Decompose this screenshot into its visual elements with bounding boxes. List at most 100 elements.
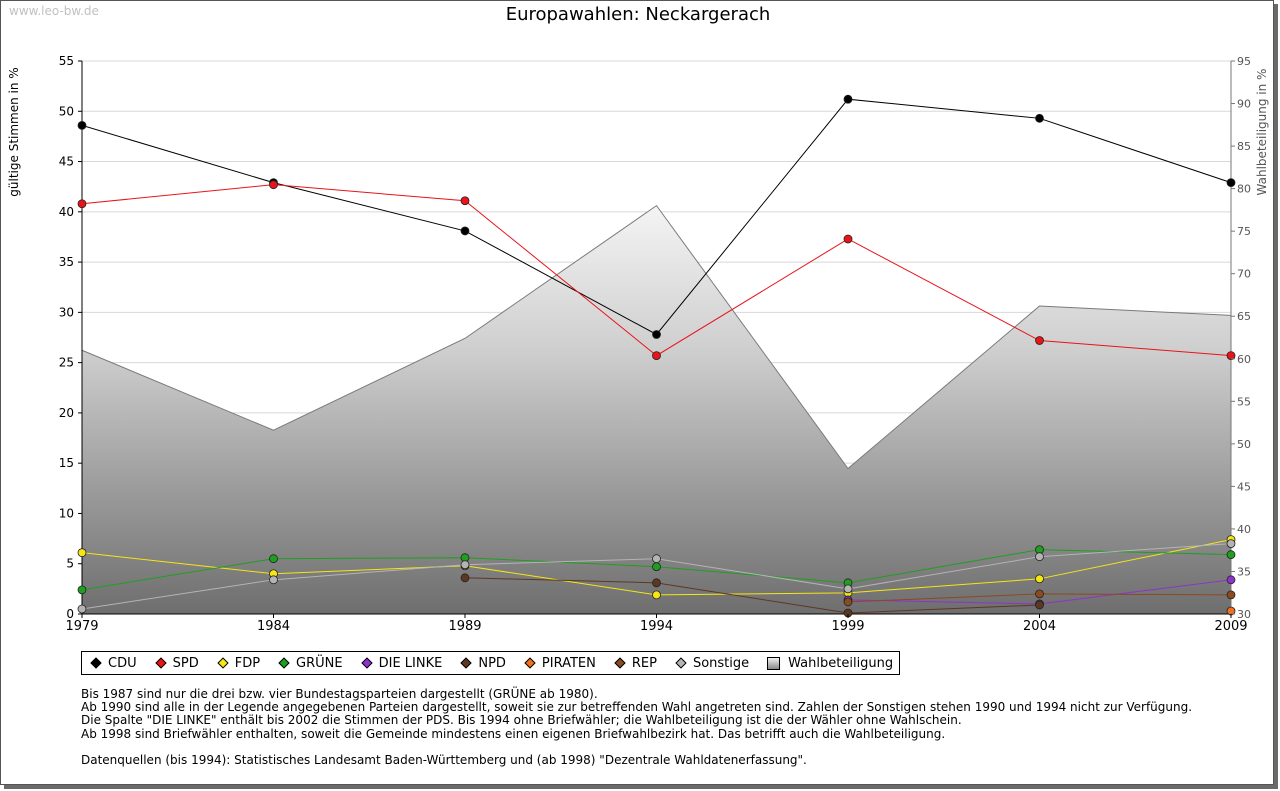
data-point-fdp [77, 548, 87, 558]
data-point-fdp [1035, 574, 1044, 584]
y-tick-label: 50 [59, 104, 74, 118]
data-point-sonstige [269, 575, 278, 585]
legend-item: GRÜNE [274, 656, 343, 671]
legend-item: REP [610, 656, 657, 671]
y-tick-label: 45 [59, 155, 74, 169]
y2-tick-label: 80 [1237, 183, 1251, 196]
y2-tick-label: 55 [1237, 395, 1251, 408]
x-tick-label: 1989 [448, 619, 481, 634]
data-point-npd [1035, 600, 1044, 610]
data-point-sonstige [843, 584, 853, 594]
legend-item: DIE LINKE [357, 655, 443, 671]
y2-tick-label: 75 [1237, 225, 1251, 238]
y-tick-label: 25 [59, 356, 74, 370]
y-tick-label: 30 [59, 305, 74, 319]
x-tick-label: 1979 [65, 619, 98, 634]
data-point-cdu [77, 120, 87, 130]
data-point-sonstige [1035, 552, 1044, 562]
data-point-sonstige [77, 604, 87, 614]
note-line-4: Ab 1998 sind Briefwähler enthalten, sowe… [81, 726, 946, 741]
series-line-npd [464, 577, 1040, 614]
y-tick-label: 10 [59, 506, 74, 520]
data-point-sonstige [460, 560, 470, 570]
legend-marker-icon [217, 657, 229, 669]
data-point-npd [460, 573, 470, 583]
y2-tick-label: 40 [1237, 523, 1251, 536]
x-tick-label: 1994 [640, 619, 673, 634]
legend-label: GRÜNE [296, 655, 343, 671]
turnout-line [81, 204, 1232, 470]
data-point-spd [1035, 336, 1044, 345]
y2-tick-label: 65 [1237, 310, 1251, 323]
data-point-spd [843, 234, 853, 244]
x-tick-label: 2009 [1214, 619, 1247, 634]
chart-plot: 0 5 10 15 20 25 30 35 40 45 50 55 30 35 40 45 50 55 60 65 70… [59, 54, 1251, 634]
data-point-rep [1226, 590, 1236, 600]
data-point-cdu [460, 226, 470, 236]
data-point-spd [269, 180, 278, 190]
y-tick-label: 40 [59, 205, 74, 219]
data-point-cdu [652, 330, 661, 339]
y-tick-label: 0 [66, 607, 74, 621]
legend-label: NPD [478, 655, 506, 671]
data-point-sonstige [1226, 539, 1236, 549]
legend-label: SPD [172, 655, 199, 671]
legend-box-icon [767, 656, 781, 670]
x-tick-label: 1999 [831, 619, 864, 634]
y2-tick-label: 85 [1237, 140, 1251, 153]
y2-tick-label: 45 [1237, 480, 1251, 493]
data-point-die-linke [1226, 575, 1236, 585]
data-point-gr-ne [1226, 550, 1236, 560]
turnout-area [82, 205, 1231, 614]
legend-item: PIRATEN [520, 656, 596, 671]
y-tick-label: 15 [59, 456, 74, 470]
legend-item: CDU [86, 656, 137, 671]
y2-tick-label: 50 [1237, 438, 1251, 451]
y2-tick-label: 35 [1237, 565, 1251, 578]
legend-item: NPD [456, 656, 506, 671]
legend-marker-icon [278, 657, 290, 669]
x-tick-label: 2004 [1023, 619, 1056, 634]
legend-label: REP [631, 655, 657, 671]
legend-marker-icon [90, 657, 102, 669]
legend-item: Sonstige [671, 656, 749, 671]
x-tick-label: 1984 [257, 619, 290, 634]
legend-marker-icon [154, 657, 167, 669]
chart-title: Europawahlen: Neckargerach [505, 4, 771, 25]
data-point-spd [77, 199, 87, 209]
legend-item: SPD [151, 656, 199, 671]
data-point-cdu [843, 94, 853, 104]
data-point-spd [1226, 351, 1236, 360]
legend-marker-icon [524, 657, 536, 669]
y2-tick-label: 95 [1237, 55, 1251, 68]
y2-tick-label: 30 [1237, 608, 1251, 621]
data-point-gr-ne [652, 562, 661, 572]
note-line-1: Bis 1987 sind nur die drei bzw. vier Bun… [81, 687, 598, 701]
legend-label: CDU [108, 655, 137, 671]
legend-marker-icon [360, 657, 373, 669]
legend-item: Wahlbeteiligung [763, 656, 893, 671]
legend-marker-icon [675, 657, 687, 669]
data-point-gr-ne [269, 554, 278, 564]
legend-marker-icon [460, 657, 473, 669]
note-source: Datenquellen (bis 1994): Statistisches L… [81, 752, 807, 767]
data-point-spd [460, 196, 470, 206]
legend-label: FDP [234, 655, 261, 671]
y-tick-label: 5 [66, 557, 74, 571]
data-point-spd [652, 351, 661, 360]
legend-marker-icon [614, 657, 626, 669]
data-point-rep [1035, 589, 1044, 599]
note-line-2: Ab 1990 sind alle in der Legende angegeb… [81, 700, 1193, 715]
data-point-gr-ne [77, 585, 87, 595]
y-tick-label: 55 [59, 54, 74, 68]
note-line-3: Die Spalte "DIE LINKE" enthält bis 2002 … [81, 713, 962, 728]
data-point-cdu [1226, 178, 1236, 188]
y-tick-label: 20 [59, 406, 74, 420]
legend-label: DIE LINKE [378, 655, 443, 671]
legend-label: Wahlbeteiligung [788, 655, 894, 671]
watermark: www.leo-bw.de [9, 4, 99, 18]
legend: CDU SPD FDP GRÜNE DIE LINKE NPD PIRATEN REP Sons… [81, 651, 901, 675]
data-point-rep [843, 597, 853, 607]
notes: Bis 1987 sind nur die drei bzw. vier Bun… [81, 687, 1193, 767]
